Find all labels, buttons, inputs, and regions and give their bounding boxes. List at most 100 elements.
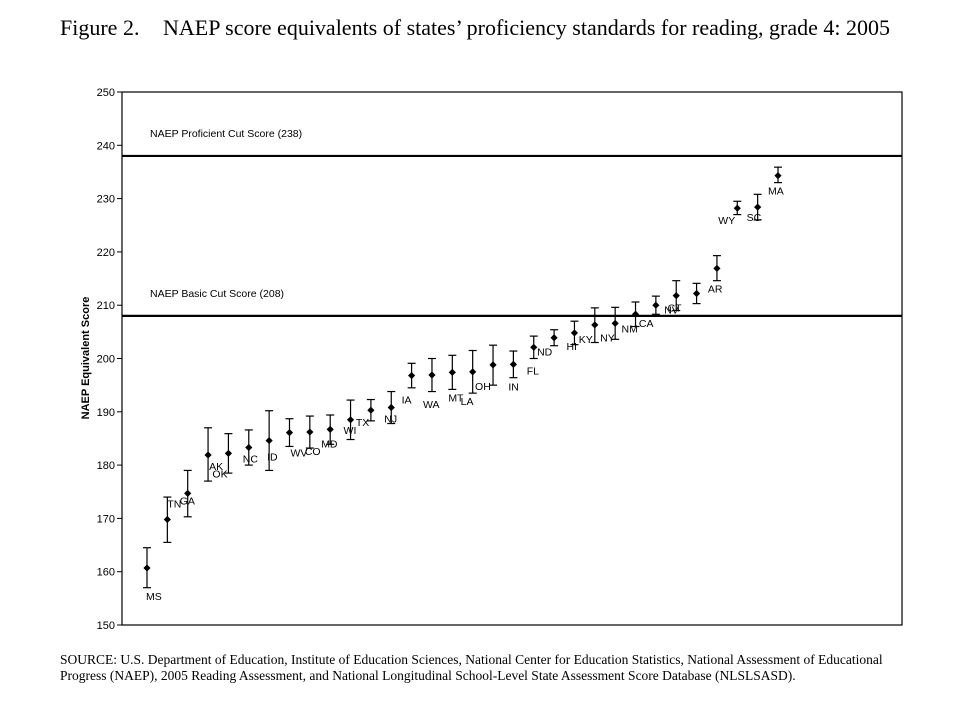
y-tick-label: 210 <box>97 300 115 312</box>
point-marker <box>754 203 762 211</box>
point-label: ID <box>267 452 278 464</box>
point-label: MA <box>768 186 784 198</box>
data-point-nj: NJ <box>384 390 397 426</box>
point-marker <box>713 264 721 273</box>
data-point-ok: OK <box>212 433 233 480</box>
data-point-ny: NY <box>600 306 620 344</box>
point-label: NV <box>664 305 679 317</box>
reference-line-label: NAEP Proficient Cut Score (238) <box>150 128 302 140</box>
point-marker <box>204 451 212 459</box>
point-marker <box>306 428 314 436</box>
point-label: OK <box>212 468 227 480</box>
y-axis-label: NAEP Equivalent Score <box>80 297 92 420</box>
point-label: NC <box>243 454 259 466</box>
y-tick-label: 180 <box>97 460 115 472</box>
point-marker <box>285 428 294 437</box>
data-point-co: CO <box>305 415 321 458</box>
data-point-ky: KY <box>579 307 599 346</box>
source-note: SOURCE: U.S. Department of Education, In… <box>60 652 883 683</box>
data-point-wy: WY <box>718 200 742 227</box>
point-marker <box>448 368 456 376</box>
point-label: CO <box>305 446 321 458</box>
point-label: LA <box>461 396 474 408</box>
data-point-ca: CA <box>639 295 660 330</box>
data-point-mt: MT <box>448 354 464 404</box>
point-label: ND <box>537 347 553 359</box>
data-point-ga: GA <box>180 469 195 518</box>
point-marker <box>245 443 253 452</box>
point-label: SC <box>747 212 762 224</box>
point-label: TN <box>167 498 181 510</box>
chart: 150 160 170 180 190 200 210 220 230 240 250 NAEP E… <box>80 87 903 632</box>
data-point-sc: SC <box>747 193 762 224</box>
point-marker <box>387 403 395 412</box>
data-point-in: IN <box>508 350 519 393</box>
y-tick-label: 170 <box>97 513 115 525</box>
point-marker <box>143 564 151 572</box>
data-point-nm: NM <box>622 301 640 335</box>
point-marker <box>489 361 497 369</box>
data-point-nv: NV <box>664 280 681 317</box>
point-marker <box>631 310 640 318</box>
point-marker <box>774 172 782 180</box>
reference-lines: NAEP Proficient Cut Score (238) NAEP Basi… <box>122 128 902 317</box>
figure-title: NAEP score equivalents of states’ profic… <box>163 15 890 40</box>
y-tick-label: 200 <box>97 354 115 366</box>
point-label: IN <box>508 381 519 393</box>
data-point-la: LA <box>461 349 477 408</box>
point-label: AK <box>209 461 223 473</box>
point-marker <box>652 301 660 309</box>
point-label: HI <box>566 341 577 353</box>
point-marker <box>224 449 233 457</box>
point-marker <box>184 489 192 497</box>
y-tick-label: 240 <box>97 140 115 152</box>
point-label: WV <box>290 448 307 460</box>
data-point-tn: TN <box>163 496 181 543</box>
point-label: WI <box>344 425 357 437</box>
data-point-wi: WI <box>344 399 357 441</box>
data-point-id: ID <box>265 410 278 472</box>
point-marker <box>469 368 477 376</box>
y-tick-label: 230 <box>97 194 115 206</box>
point-label: MS <box>146 591 162 603</box>
y-tick-label: 220 <box>97 247 115 259</box>
point-marker <box>509 360 517 368</box>
point-marker <box>367 406 375 414</box>
point-label: CT <box>668 302 683 314</box>
point-marker <box>163 515 171 524</box>
y-tick-label: 150 <box>97 620 115 632</box>
point-label: MD <box>321 438 338 450</box>
data-point-wa: WA <box>423 357 440 411</box>
point-marker <box>692 289 701 298</box>
point-label: TX <box>356 417 369 429</box>
y-axis: 150 160 170 180 190 200 210 220 230 240 250 <box>97 87 122 632</box>
y-tick-label: 250 <box>97 87 115 99</box>
data-point-tx: TX <box>356 398 375 429</box>
point-marker <box>672 292 680 300</box>
point-label: OH <box>475 381 491 393</box>
point-label: MT <box>448 392 464 404</box>
data-point-ma: MA <box>768 166 784 198</box>
point-marker <box>408 371 416 380</box>
data-point-ct: CT <box>668 282 701 314</box>
data-point-oh: OH <box>475 344 498 393</box>
point-label: WA <box>423 399 440 411</box>
point-label: NM <box>622 323 638 335</box>
point-marker <box>326 425 334 433</box>
data-point-hi: HI <box>566 320 579 353</box>
point-marker <box>346 416 355 424</box>
data-point-md: MD <box>321 414 338 450</box>
point-label: CA <box>639 318 654 330</box>
point-marker <box>611 319 619 327</box>
point-label: NJ <box>384 414 397 426</box>
point-marker <box>550 334 558 342</box>
point-label: GA <box>180 495 195 507</box>
point-marker <box>530 343 538 351</box>
reference-line-label: NAEP Basic Cut Score (208) <box>150 288 284 300</box>
data-point-wv: WV <box>285 418 307 460</box>
point-marker <box>570 329 579 337</box>
y-tick-label: 190 <box>97 407 115 419</box>
data-point-nc: NC <box>243 429 259 466</box>
point-label: NY <box>600 332 615 344</box>
